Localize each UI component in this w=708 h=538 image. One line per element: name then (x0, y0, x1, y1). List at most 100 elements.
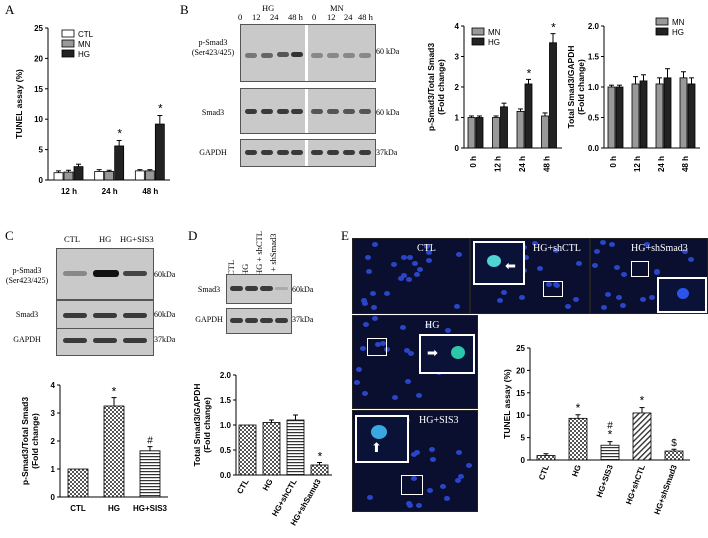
x-tick-label: CTL (70, 504, 86, 513)
blot-d-gapdh (226, 308, 292, 334)
nucleus (572, 296, 579, 302)
y-tick-label: 1 (51, 465, 56, 474)
nucleus (406, 500, 413, 506)
hg-header: HG (262, 3, 275, 13)
nucleus (455, 449, 462, 455)
nucleus (456, 251, 463, 257)
y-tick-label: 0 (455, 144, 460, 153)
y-tick-label: 25 (34, 24, 43, 33)
nucleus (621, 271, 628, 277)
nucleus (384, 346, 391, 352)
micro-box-hg (367, 338, 387, 356)
blot-b-label-smad3: Smad3 (201, 108, 225, 117)
nucleus (599, 240, 606, 246)
nucleus (405, 276, 412, 282)
nucleus (552, 247, 559, 253)
significance-mark: * (112, 385, 117, 399)
x-tick-label: HG+SIS3 (595, 463, 615, 499)
blot-c-psmad3 (56, 248, 154, 300)
panel-label-c: C (5, 228, 14, 243)
nucleus (682, 248, 689, 254)
nucleus (444, 496, 451, 502)
nucleus (654, 268, 661, 274)
significance-mark: * (640, 394, 645, 408)
nucleus (425, 323, 432, 329)
bar-2 (139, 450, 161, 498)
micro-label-ctl: CTL (417, 243, 436, 254)
blot-c-gapdh (56, 328, 154, 356)
legend-label-hg: HG (488, 38, 500, 47)
x-tick-label: 24 h (102, 187, 118, 196)
nucleus (405, 378, 412, 384)
nucleus (428, 447, 435, 453)
bar-ctl-2 (134, 170, 145, 181)
nucleus (565, 303, 572, 309)
bar-hg-1 (639, 80, 648, 149)
y-axis-label: (Fold change) (436, 59, 446, 115)
blot-c-label-psmad3: p-Smad3 (Ser423/425) (5, 266, 49, 285)
bar-mn-3 (679, 77, 688, 149)
time-mn-12: 12 (327, 12, 336, 22)
y-tick-label: 1.0 (588, 83, 600, 92)
bar-1 (568, 417, 588, 461)
panel-d-chart: 0.0 0.5 1.0 1.5 2.0 Total Smad3/GAPDH (Fold ch… (192, 371, 332, 527)
x-tick-label: 0 h (609, 156, 618, 168)
x-tick-label: HG (261, 478, 275, 493)
nucleus (609, 241, 616, 247)
micro-hg-shsmad3: HG+shSmad3 (590, 238, 708, 314)
bar-mn-0 (63, 171, 74, 181)
y-tick-label: 0 (521, 456, 526, 465)
micro-inset-hg-sis3: ⬆ (355, 415, 409, 463)
bar-mn-2 (516, 111, 525, 149)
time-12: 12 (252, 12, 261, 22)
nucleus (497, 298, 504, 304)
nucleus (426, 488, 433, 494)
panel-label-d: D (188, 228, 198, 243)
panel-label-e: E (341, 228, 349, 243)
blot-b-psmad3 (240, 24, 376, 82)
x-tick-label: HG (108, 504, 120, 513)
y-tick-label: 2.0 (588, 22, 600, 31)
blot-b-smad3 (240, 88, 376, 134)
y-tick-label: 0.0 (588, 144, 600, 153)
y-tick-label: 10 (516, 411, 525, 420)
nucleus (372, 316, 379, 322)
x-tick-label: 0 h (469, 156, 478, 168)
nucleus (360, 346, 367, 352)
nucleus (458, 474, 465, 480)
y-axis-label: Total Smad3/GAPDH (192, 384, 202, 467)
nucleus (444, 327, 451, 333)
nucleus (615, 294, 622, 300)
nucleus (401, 254, 408, 260)
nucleus (416, 266, 423, 272)
y-tick-label: 2 (51, 437, 56, 446)
y-axis-label: TUNEL assay (%) (14, 69, 24, 139)
time-48: 48 h (288, 12, 303, 22)
nucleus (392, 395, 399, 401)
nucleus (424, 244, 430, 250)
nucleus (640, 297, 647, 303)
bar-2 (600, 444, 620, 461)
blot-b-gapdh (240, 139, 376, 167)
y-axis-label: (Fold change) (30, 413, 40, 469)
blot-d-label-smad3: Smad3 (197, 285, 221, 294)
panel-b-chart-total: 0.0 0.5 1.0 1.5 2.0 Total Smad3/GAPDH (Fold ch… (568, 17, 700, 172)
significance-mark: * (158, 102, 163, 116)
blot-c-kda-gapdh: 37kDa (154, 335, 176, 344)
micro-label-hg-shctl: HG+shCTL (533, 243, 581, 254)
nucleus (604, 292, 611, 298)
nucleus (687, 256, 694, 262)
micro-inset-hg: ➡ (419, 334, 475, 374)
x-tick-label: 24 h (518, 156, 527, 172)
nucleus (545, 282, 552, 288)
significance-mark: * (608, 428, 613, 442)
significance-mark: * (318, 450, 323, 464)
y-tick-label: 0 (51, 493, 56, 502)
y-axis-label: p-Smad3/Total Smad3 (426, 43, 436, 131)
nucleus (366, 494, 373, 500)
y-axis-label: TUNEL assay (%) (502, 369, 512, 439)
nucleus (425, 257, 432, 263)
nucleus (576, 260, 583, 266)
nucleus (522, 254, 529, 260)
y-tick-label: 0.5 (220, 446, 232, 455)
